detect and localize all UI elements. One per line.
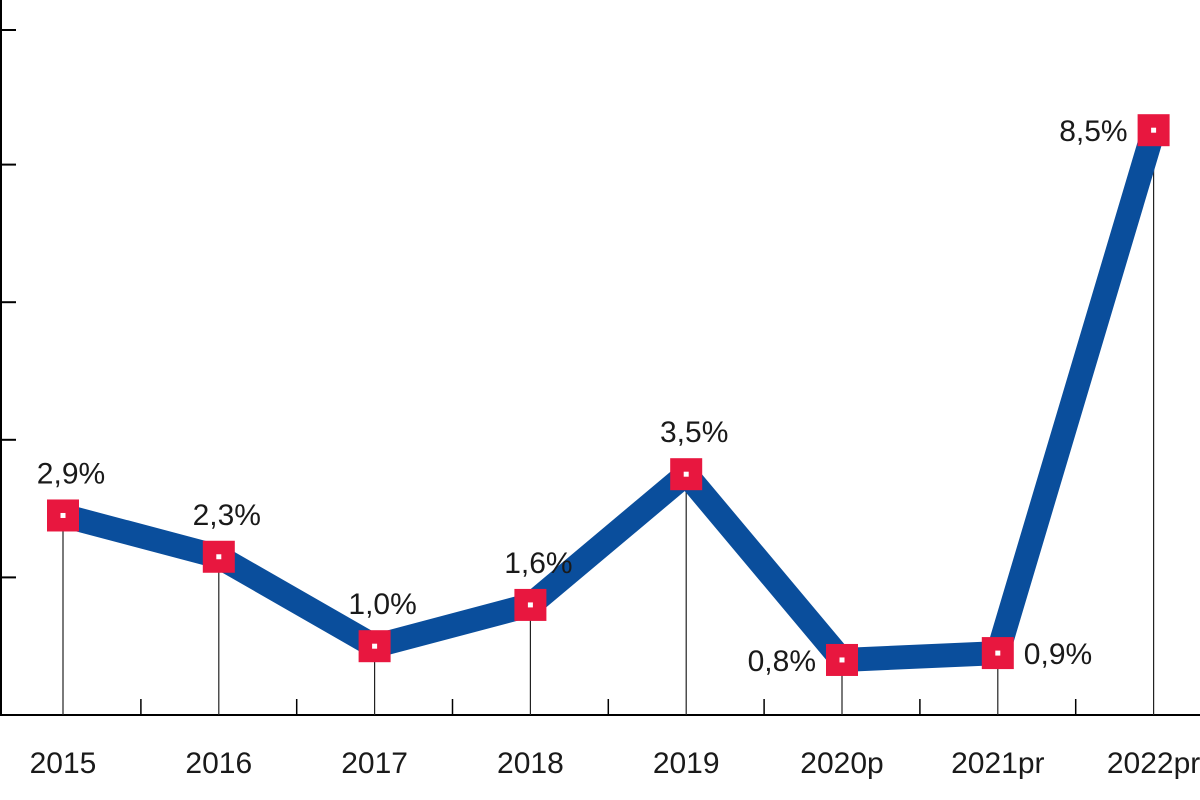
data-point-marker	[670, 458, 703, 491]
data-label: 3,5%	[660, 416, 728, 449]
marker-center-dot	[527, 602, 533, 608]
x-tick-label: 2015	[30, 747, 97, 780]
marker-center-dot	[839, 657, 845, 663]
x-tick-label: 2021pr	[951, 747, 1044, 780]
data-label: 8,5%	[1059, 115, 1127, 148]
data-point-marker	[47, 499, 79, 532]
data-point-marker	[202, 540, 235, 573]
marker-center-dot	[683, 471, 689, 477]
axes	[0, 0, 1200, 716]
marker-center-dot	[1151, 127, 1157, 133]
data-point-marker	[981, 637, 1014, 670]
data-label: 1,6%	[504, 547, 572, 580]
data-point-marker	[358, 630, 391, 663]
x-tick-labels: 2015 2016 2017 2018 2019 2020p 2021pr 2022pr	[30, 747, 1200, 780]
data-point-marker	[1137, 114, 1170, 147]
data-label: 1,0%	[348, 588, 416, 621]
data-label: 0,9%	[1024, 638, 1092, 671]
x-tick-label: 2022pr	[1107, 747, 1200, 780]
x-tick-label: 2018	[497, 747, 564, 780]
marker-center-dot	[216, 554, 222, 560]
series-line	[59, 126, 1166, 672]
marker-center-dot	[60, 512, 66, 518]
drop-lines	[62, 130, 1155, 715]
x-tick-label: 2020p	[800, 747, 883, 780]
x-tick-label: 2017	[341, 747, 408, 780]
series-line-group	[59, 126, 1166, 672]
data-label: 0,8%	[748, 645, 816, 678]
x-tick-label: 2019	[653, 747, 720, 780]
markers	[47, 114, 1170, 676]
data-labels: 2,9% 2,3% 1,0% 1,6% 3,5% 0,8% 0,9% 8,5%	[37, 115, 1128, 678]
x-tick-label: 2016	[185, 747, 252, 780]
marker-center-dot	[372, 643, 378, 649]
data-point-marker	[514, 588, 547, 621]
data-label: 2,3%	[193, 499, 261, 532]
data-point-marker	[826, 643, 858, 676]
data-label: 2,9%	[37, 457, 105, 490]
marker-center-dot	[995, 650, 1001, 656]
